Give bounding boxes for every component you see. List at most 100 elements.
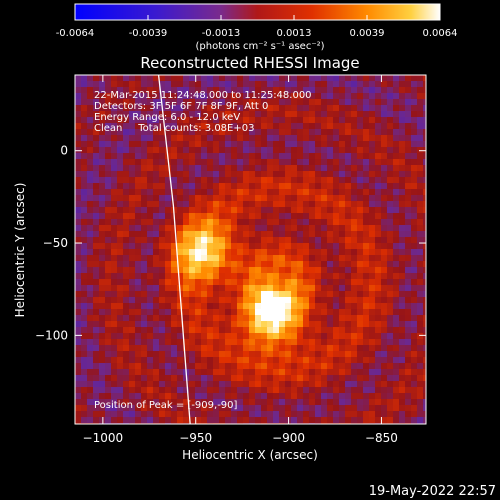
timestamp: 19-May-2022 22:57 bbox=[369, 484, 496, 499]
heatmap-cell bbox=[303, 303, 310, 310]
heatmap-cell bbox=[207, 165, 214, 172]
heatmap-cell bbox=[345, 375, 352, 382]
heatmap-cell bbox=[147, 111, 154, 118]
heatmap-cell bbox=[261, 309, 268, 316]
heatmap-cell bbox=[249, 285, 256, 292]
heatmap-cell bbox=[75, 297, 82, 304]
heatmap-cell bbox=[339, 417, 346, 424]
heatmap-cell bbox=[201, 309, 208, 316]
heatmap-cell bbox=[75, 315, 82, 322]
heatmap-cell bbox=[303, 123, 310, 130]
heatmap-cell bbox=[219, 183, 226, 190]
heatmap-cell bbox=[81, 129, 88, 136]
heatmap-cell bbox=[417, 339, 424, 346]
heatmap-cell bbox=[387, 249, 394, 256]
heatmap-cell bbox=[177, 405, 184, 412]
heatmap-cell bbox=[129, 417, 136, 424]
heatmap-cell bbox=[261, 219, 268, 226]
heatmap-cell bbox=[249, 333, 256, 340]
heatmap-cell bbox=[339, 75, 346, 82]
heatmap-cell bbox=[153, 237, 160, 244]
heatmap-cell bbox=[279, 213, 286, 220]
heatmap-cell bbox=[117, 369, 124, 376]
heatmap-cell bbox=[381, 291, 388, 298]
heatmap-cell bbox=[369, 291, 376, 298]
heatmap-cell bbox=[411, 153, 418, 160]
heatmap-cell bbox=[219, 201, 226, 208]
heatmap-cell bbox=[381, 189, 388, 196]
heatmap-cell bbox=[399, 165, 406, 172]
heatmap-cell bbox=[177, 357, 184, 364]
heatmap-cell bbox=[255, 249, 262, 256]
heatmap-cell bbox=[171, 291, 178, 298]
heatmap-cell bbox=[369, 387, 376, 394]
heatmap-cell bbox=[231, 297, 238, 304]
heatmap-cell bbox=[189, 405, 196, 412]
heatmap-cell bbox=[291, 381, 298, 388]
heatmap-cell bbox=[399, 195, 406, 202]
heatmap-cell bbox=[207, 333, 214, 340]
heatmap-cell bbox=[315, 129, 322, 136]
heatmap-cell bbox=[225, 345, 232, 352]
heatmap-cell bbox=[291, 297, 298, 304]
heatmap-cell bbox=[303, 75, 310, 82]
heatmap-cell bbox=[357, 237, 364, 244]
heatmap-cell bbox=[345, 213, 352, 220]
heatmap-cell bbox=[141, 381, 148, 388]
heatmap-cell bbox=[213, 111, 220, 118]
heatmap-cell bbox=[351, 399, 358, 406]
heatmap-cell bbox=[417, 129, 424, 136]
heatmap-cell bbox=[231, 357, 238, 364]
heatmap-cell bbox=[393, 375, 400, 382]
heatmap-cell bbox=[267, 333, 274, 340]
heatmap-cell bbox=[273, 231, 280, 238]
heatmap-cell bbox=[171, 135, 178, 142]
heatmap-cell bbox=[315, 339, 322, 346]
heatmap-cell bbox=[249, 267, 256, 274]
heatmap-cell bbox=[321, 219, 328, 226]
heatmap-cell bbox=[225, 231, 232, 238]
heatmap-cell bbox=[219, 165, 226, 172]
heatmap-cell bbox=[177, 129, 184, 136]
heatmap-cell bbox=[309, 219, 316, 226]
heatmap-cell bbox=[267, 123, 274, 130]
heatmap-cell bbox=[327, 207, 334, 214]
heatmap-cell bbox=[159, 249, 166, 256]
heatmap-cell bbox=[243, 105, 250, 112]
heatmap-cell bbox=[399, 261, 406, 268]
heatmap-cell bbox=[207, 159, 214, 166]
heatmap-cell bbox=[387, 417, 394, 424]
heatmap-cell bbox=[339, 261, 346, 268]
heatmap-cell bbox=[297, 333, 304, 340]
heatmap-cell bbox=[363, 219, 370, 226]
heatmap-cell bbox=[345, 369, 352, 376]
heatmap-cell bbox=[207, 141, 214, 148]
heatmap-cell bbox=[291, 111, 298, 118]
heatmap-cell bbox=[93, 111, 100, 118]
heatmap-cell bbox=[411, 381, 418, 388]
heatmap-cell bbox=[189, 411, 196, 418]
heatmap-cell bbox=[93, 153, 100, 160]
heatmap-cell bbox=[291, 99, 298, 106]
heatmap-cell bbox=[207, 375, 214, 382]
heatmap-cell bbox=[387, 261, 394, 268]
heatmap-cell bbox=[399, 129, 406, 136]
heatmap-cell bbox=[363, 201, 370, 208]
heatmap-cell bbox=[231, 345, 238, 352]
heatmap-cell bbox=[111, 249, 118, 256]
heatmap-cell bbox=[375, 357, 382, 364]
heatmap-cell bbox=[345, 309, 352, 316]
heatmap-cell bbox=[87, 153, 94, 160]
heatmap-cell bbox=[81, 147, 88, 154]
heatmap-cell bbox=[117, 237, 124, 244]
heatmap-cell bbox=[165, 303, 172, 310]
heatmap-cell bbox=[81, 273, 88, 280]
heatmap-cell bbox=[123, 213, 130, 220]
heatmap-cell bbox=[141, 141, 148, 148]
heatmap-cell bbox=[393, 189, 400, 196]
heatmap-cell bbox=[117, 207, 124, 214]
heatmap-cell bbox=[369, 81, 376, 88]
heatmap-cell bbox=[75, 231, 82, 238]
heatmap-cell bbox=[189, 81, 196, 88]
heatmap-cell bbox=[147, 75, 154, 82]
